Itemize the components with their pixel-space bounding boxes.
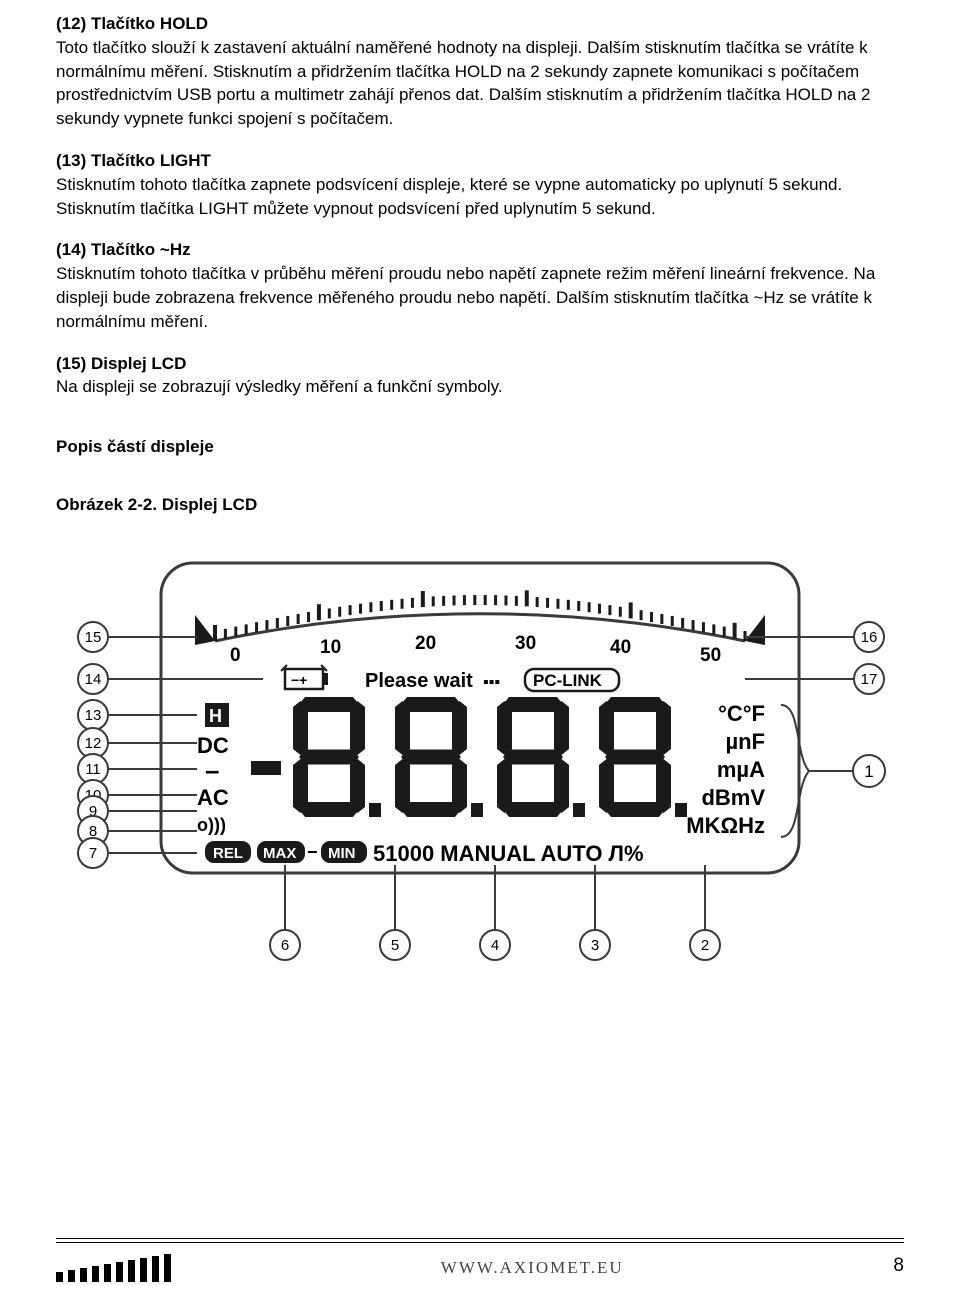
section-15: (15) Displej LCD Na displeji se zobrazuj… (56, 352, 904, 400)
svg-text:−: − (307, 842, 318, 862)
svg-text:−+: −+ (291, 672, 307, 688)
svg-text:2: 2 (701, 937, 709, 954)
lcd-svg: 0 10 20 30 40 50 −+ Please wait ▪▪▪ PC-L… (65, 545, 895, 985)
svg-text:11: 11 (85, 761, 101, 778)
footer-divider (56, 1238, 904, 1244)
callout-brace-right: 1 (781, 705, 885, 837)
battery-icon: −+ (281, 665, 328, 689)
svg-text:AC: AC (197, 785, 229, 810)
display-parts-heading: Popis částí displeje (56, 435, 904, 459)
svg-text:51000 MANUAL AUTO Л%: 51000 MANUAL AUTO Л% (373, 841, 644, 866)
footer-site: WWW.AXIOMET.EU (171, 1256, 893, 1282)
page-number: 8 (893, 1253, 904, 1282)
svg-text:6: 6 (281, 937, 289, 954)
lcd-bottom-row: REL MAX − MIN 51000 MANUAL AUTO Л% (205, 841, 644, 866)
svg-text:REL: REL (213, 845, 243, 862)
svg-text:dBmV: dBmV (701, 785, 765, 810)
svg-text:40: 40 (610, 637, 631, 658)
svg-text:3: 3 (591, 937, 599, 954)
svg-text:µnF: µnF (725, 729, 765, 754)
svg-text:°C°F: °C°F (718, 701, 765, 726)
svg-text:–: – (205, 755, 219, 785)
section-14: (14) Tlačítko ~Hz Stisknutím tohoto tlač… (56, 238, 904, 333)
svg-text:MAX: MAX (263, 845, 296, 862)
footer-bars-icon (56, 1254, 171, 1282)
section-12-title: (12) Tlačítko HOLD (56, 14, 208, 33)
seven-segment-digits (251, 697, 687, 817)
section-12-body: Toto tlačítko slouží k zastavení aktuáln… (56, 36, 904, 131)
figure-caption: Obrázek 2-2. Displej LCD (56, 493, 904, 517)
section-13-body: Stisknutím tohoto tlačítka zapnete podsv… (56, 173, 904, 221)
svg-text:7: 7 (89, 845, 97, 862)
section-14-body: Stisknutím tohoto tlačítka v průběhu měř… (56, 262, 904, 333)
lcd-diagram: 0 10 20 30 40 50 −+ Please wait ▪▪▪ PC-L… (56, 545, 904, 985)
section-13: (13) Tlačítko LIGHT Stisknutím tohoto tl… (56, 149, 904, 220)
page-footer: WWW.AXIOMET.EU 8 (56, 1253, 904, 1282)
pc-link-text: PC-LINK (533, 671, 603, 690)
svg-text:15: 15 (85, 629, 102, 646)
svg-text:1: 1 (864, 762, 873, 781)
svg-text:16: 16 (861, 629, 878, 646)
callouts-right: 1617 (745, 622, 884, 694)
svg-text:mµA: mµA (717, 757, 765, 782)
section-15-body: Na displeji se zobrazují výsledky měření… (56, 375, 904, 399)
svg-text:5: 5 (391, 937, 399, 954)
please-wait-text: Please wait (365, 670, 473, 692)
svg-text:▪▪▪: ▪▪▪ (483, 674, 500, 691)
svg-text:14: 14 (85, 671, 102, 688)
svg-text:4: 4 (491, 937, 499, 954)
svg-text:20: 20 (415, 633, 436, 654)
svg-text:10: 10 (320, 637, 341, 658)
svg-text:13: 13 (85, 707, 102, 724)
lcd-right-labels: °C°F µnF mµA dBmV MKΩHz (686, 701, 765, 838)
section-13-title: (13) Tlačítko LIGHT (56, 151, 211, 170)
svg-text:30: 30 (515, 633, 536, 654)
svg-text:MKΩHz: MKΩHz (686, 813, 765, 838)
section-14-title: (14) Tlačítko ~Hz (56, 240, 191, 259)
section-15-title: (15) Displej LCD (56, 354, 186, 373)
svg-text:H: H (209, 706, 222, 726)
analog-scale: 0 10 20 30 40 50 (195, 590, 765, 666)
svg-text:0: 0 (230, 645, 241, 666)
svg-text:MIN: MIN (328, 845, 356, 862)
svg-text:17: 17 (861, 671, 878, 688)
section-12: (12) Tlačítko HOLD Toto tlačítko slouží … (56, 12, 904, 131)
lcd-left-labels: H DC – AC o))) (197, 703, 229, 835)
callouts-bottom: 6 5 4 3 2 (270, 865, 720, 960)
svg-text:12: 12 (85, 735, 102, 752)
svg-text:o))): o))) (197, 815, 226, 835)
svg-text:50: 50 (700, 645, 721, 666)
